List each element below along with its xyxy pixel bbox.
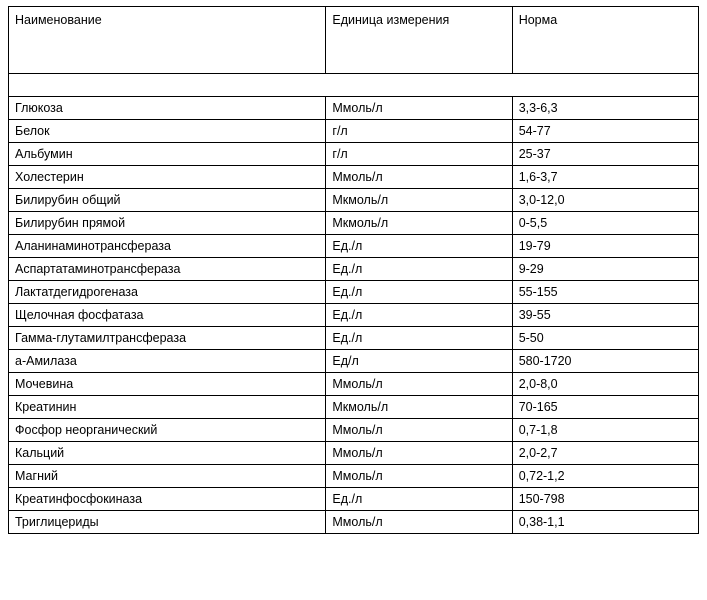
cell-unit: г/л: [326, 143, 512, 166]
cell-name: Креатинфосфокиназа: [9, 488, 326, 511]
table-row: Фосфор неорганическийМмоль/л0,7-1,8: [9, 419, 699, 442]
table-row: КальцийМмоль/л2,0-2,7: [9, 442, 699, 465]
cell-norm: 70-165: [512, 396, 698, 419]
table-row: Альбуминг/л25-37: [9, 143, 699, 166]
table-row: МочевинаМмоль/л2,0-8,0: [9, 373, 699, 396]
cell-unit: Ммоль/л: [326, 166, 512, 189]
cell-norm: 2,0-8,0: [512, 373, 698, 396]
cell-norm: 0-5,5: [512, 212, 698, 235]
biochem-table: Наименование Единица измерения Норма Глю…: [8, 6, 699, 534]
cell-norm: 55-155: [512, 281, 698, 304]
table-row: КреатининМкмоль/л70-165: [9, 396, 699, 419]
cell-name: Глюкоза: [9, 97, 326, 120]
cell-norm: 0,38-1,1: [512, 511, 698, 534]
cell-unit: Ед./л: [326, 235, 512, 258]
cell-norm: 150-798: [512, 488, 698, 511]
cell-name: Билирубин общий: [9, 189, 326, 212]
cell-norm: 0,72-1,2: [512, 465, 698, 488]
header-name: Наименование: [9, 7, 326, 74]
cell-unit: Мкмоль/л: [326, 396, 512, 419]
cell-name: Холестерин: [9, 166, 326, 189]
table-row: а-АмилазаЕд/л580-1720: [9, 350, 699, 373]
cell-unit: Ед./л: [326, 258, 512, 281]
cell-name: Кальций: [9, 442, 326, 465]
cell-unit: г/л: [326, 120, 512, 143]
table-row: ГлюкозаМмоль/л3,3-6,3: [9, 97, 699, 120]
table-row: Белокг/л54-77: [9, 120, 699, 143]
cell-name: Аспартатаминотрансфераза: [9, 258, 326, 281]
cell-name: Креатинин: [9, 396, 326, 419]
cell-unit: Ммоль/л: [326, 97, 512, 120]
cell-unit: Мкмоль/л: [326, 189, 512, 212]
cell-name: Мочевина: [9, 373, 326, 396]
cell-norm: 3,3-6,3: [512, 97, 698, 120]
cell-unit: Ммоль/л: [326, 419, 512, 442]
cell-unit: Ед./л: [326, 327, 512, 350]
cell-name: а-Амилаза: [9, 350, 326, 373]
cell-name: Щелочная фосфатаза: [9, 304, 326, 327]
cell-name: Фосфор неорганический: [9, 419, 326, 442]
table-head: Наименование Единица измерения Норма: [9, 7, 699, 74]
cell-name: Магний: [9, 465, 326, 488]
table-row: Щелочная фосфатазаЕд./л39-55: [9, 304, 699, 327]
table-row: Билирубин общийМкмоль/л3,0-12,0: [9, 189, 699, 212]
header-norm: Норма: [512, 7, 698, 74]
spacer-row: [9, 74, 699, 97]
table-row: МагнийМмоль/л0,72-1,2: [9, 465, 699, 488]
cell-norm: 2,0-2,7: [512, 442, 698, 465]
table-row: ХолестеринМмоль/л1,6-3,7: [9, 166, 699, 189]
table-row: Билирубин прямойМкмоль/л0-5,5: [9, 212, 699, 235]
cell-unit: Ед./л: [326, 281, 512, 304]
cell-unit: Ммоль/л: [326, 442, 512, 465]
cell-name: Билирубин прямой: [9, 212, 326, 235]
cell-name: Альбумин: [9, 143, 326, 166]
cell-name: Гамма-глутамилтрансфераза: [9, 327, 326, 350]
cell-norm: 0,7-1,8: [512, 419, 698, 442]
cell-norm: 25-37: [512, 143, 698, 166]
header-row: Наименование Единица измерения Норма: [9, 7, 699, 74]
cell-unit: Мкмоль/л: [326, 212, 512, 235]
cell-name: Триглицериды: [9, 511, 326, 534]
cell-norm: 580-1720: [512, 350, 698, 373]
cell-unit: Ммоль/л: [326, 511, 512, 534]
table-row: ТриглицеридыМмоль/л0,38-1,1: [9, 511, 699, 534]
header-unit: Единица измерения: [326, 7, 512, 74]
cell-norm: 39-55: [512, 304, 698, 327]
cell-norm: 3,0-12,0: [512, 189, 698, 212]
cell-unit: Ед./л: [326, 488, 512, 511]
table-row: АспартатаминотрансферазаЕд./л9-29: [9, 258, 699, 281]
cell-name: Лактатдегидрогеназа: [9, 281, 326, 304]
cell-unit: Ммоль/л: [326, 373, 512, 396]
table-row: КреатинфосфокиназаЕд./л150-798: [9, 488, 699, 511]
table-row: АланинаминотрансферазаЕд./л19-79: [9, 235, 699, 258]
cell-norm: 54-77: [512, 120, 698, 143]
table-row: Гамма-глутамилтрансферазаЕд./л5-50: [9, 327, 699, 350]
cell-norm: 19-79: [512, 235, 698, 258]
cell-norm: 9-29: [512, 258, 698, 281]
cell-name: Аланинаминотрансфераза: [9, 235, 326, 258]
table-row: ЛактатдегидрогеназаЕд./л55-155: [9, 281, 699, 304]
spacer-cell: [9, 74, 699, 97]
cell-name: Белок: [9, 120, 326, 143]
cell-unit: Ммоль/л: [326, 465, 512, 488]
cell-unit: Ед./л: [326, 304, 512, 327]
table-body: ГлюкозаМмоль/л3,3-6,3Белокг/л54-77Альбум…: [9, 74, 699, 534]
cell-norm: 5-50: [512, 327, 698, 350]
cell-norm: 1,6-3,7: [512, 166, 698, 189]
cell-unit: Ед/л: [326, 350, 512, 373]
page: Наименование Единица измерения Норма Глю…: [0, 0, 707, 540]
